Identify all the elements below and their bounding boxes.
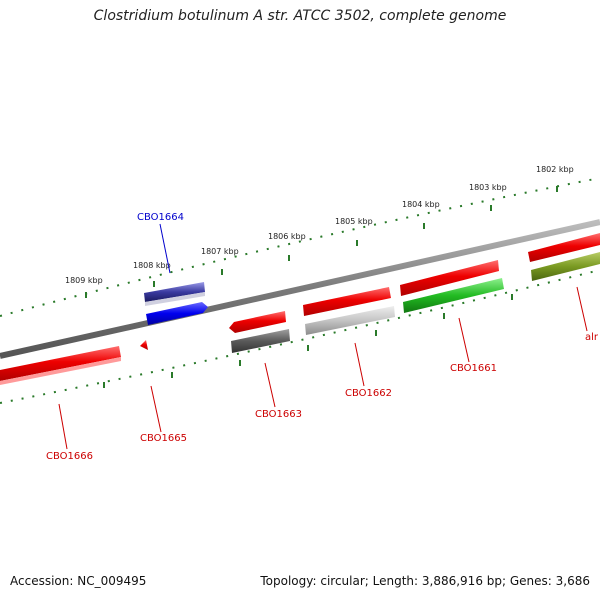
gene-label-alr[interactable]: alr bbox=[585, 332, 599, 343]
gene-arrow-CBO1662[interactable] bbox=[303, 287, 391, 316]
ruler-label-1807: 1807 kbp bbox=[201, 247, 239, 256]
gene-arrow-CBO1664-inner[interactable] bbox=[146, 302, 208, 325]
gene-label-CBO1664[interactable]: CBO1664 bbox=[137, 212, 184, 223]
gene-label-CBO1661[interactable]: CBO1661 bbox=[450, 363, 497, 374]
gene-arrow-alr[interactable] bbox=[528, 233, 600, 262]
ruler-outer bbox=[0, 177, 600, 317]
gene-label-CBO1665[interactable]: CBO1665 bbox=[140, 433, 187, 444]
ruler-label-1808: 1808 kbp bbox=[133, 261, 171, 270]
gene-arrow-CBO1664-outer[interactable] bbox=[144, 282, 205, 302]
gene-arrow-CBO1661-lower bbox=[403, 278, 504, 313]
gene-arrow-CBO1665[interactable] bbox=[140, 340, 148, 350]
ruler-inner bbox=[0, 269, 600, 404]
gene-label-CBO1666[interactable]: CBO1666 bbox=[46, 451, 93, 462]
accession-text: Accession: NC_009495 bbox=[10, 574, 147, 588]
ruler-major-ticks bbox=[85, 186, 558, 388]
ruler-label-1806: 1806 kbp bbox=[268, 232, 306, 241]
ruler-label-1802: 1802 kbp bbox=[536, 165, 574, 174]
gene-labels: CBO1666 CBO1665 CBO1664 CBO1663 CBO1662 … bbox=[46, 212, 599, 462]
gene-arrow-CBO1661[interactable] bbox=[400, 260, 499, 296]
ruler-label-1809: 1809 kbp bbox=[65, 276, 103, 285]
gene-arrows bbox=[0, 233, 600, 385]
genome-summary-text: Topology: circular; Length: 3,886,916 bp… bbox=[260, 574, 590, 588]
gene-arrow-CBO1666-shadow bbox=[0, 357, 121, 385]
gene-arrow-alr-lower bbox=[531, 252, 600, 281]
gene-arrow-CBO1666[interactable] bbox=[0, 346, 121, 381]
gene-arrow-CBO1662-lower bbox=[305, 306, 395, 335]
genome-backbone bbox=[0, 219, 600, 359]
gene-arrow-CBO1664-shadow bbox=[145, 292, 205, 306]
ruler-labels: 1809 kbp 1808 kbp 1807 kbp 1806 kbp 1805… bbox=[65, 165, 574, 285]
ruler-label-1805: 1805 kbp bbox=[335, 217, 373, 226]
gene-label-CBO1662[interactable]: CBO1662 bbox=[345, 388, 392, 399]
gene-arrow-CBO1663[interactable] bbox=[229, 311, 286, 333]
map-title: Clostridium botulinum A str. ATCC 3502, … bbox=[93, 8, 507, 24]
gene-label-CBO1663[interactable]: CBO1663 bbox=[255, 409, 302, 420]
gene-leader-lines bbox=[58, 223, 588, 450]
ruler-label-1804: 1804 kbp bbox=[402, 200, 440, 209]
gene-arrow-CBO1663-lower bbox=[231, 329, 290, 353]
ruler-label-1803: 1803 kbp bbox=[469, 183, 507, 192]
